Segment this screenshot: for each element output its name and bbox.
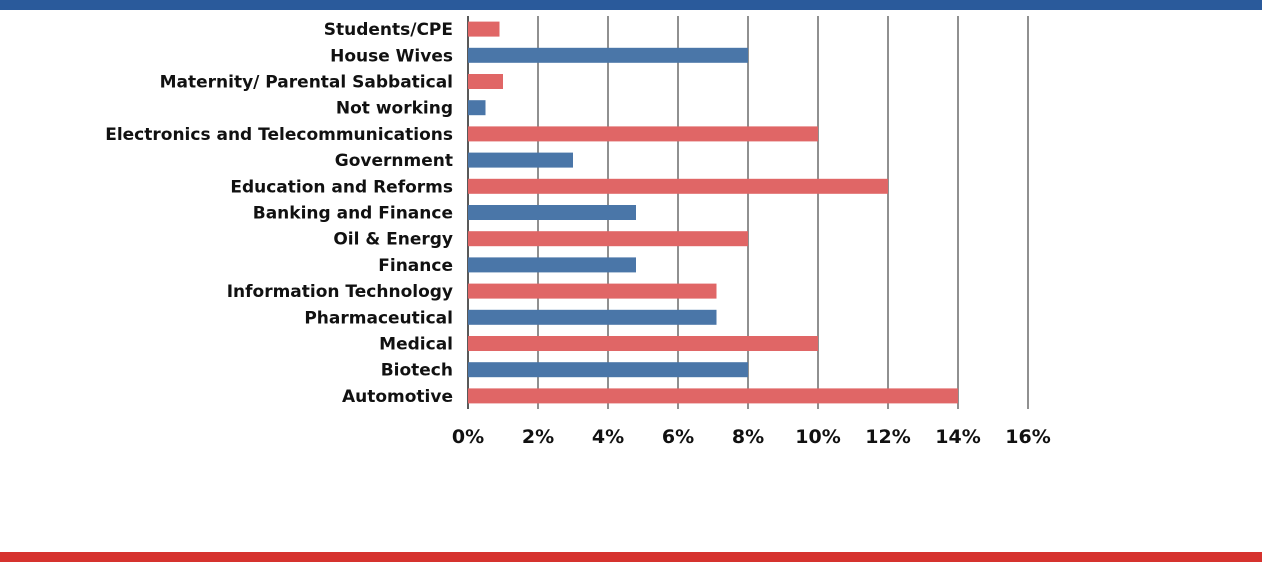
top-accent-band: [0, 0, 1262, 10]
bar-0: [468, 21, 500, 37]
bar-12: [468, 336, 818, 351]
category-label-0: Students/CPE: [324, 20, 453, 40]
x-tick-label-7: 14%: [935, 426, 980, 448]
bar-5: [468, 152, 573, 168]
bar-7: [468, 205, 636, 220]
bar-2: [468, 74, 503, 89]
bars: [468, 21, 958, 404]
category-label-1: House Wives: [330, 46, 453, 66]
category-label-9: Finance: [378, 256, 453, 276]
x-tick-label-6: 12%: [865, 426, 910, 448]
category-label-2: Maternity/ Parental Sabbatical: [160, 73, 453, 93]
x-tick-label-5: 10%: [795, 426, 840, 448]
bar-1: [468, 47, 748, 63]
bar-10: [468, 283, 717, 299]
category-label-12: Medical: [379, 335, 453, 355]
category-labels: Students/CPE House Wives Maternity/ Parent…: [105, 20, 453, 407]
category-label-13: Biotech: [381, 361, 453, 381]
category-label-14: Automotive: [342, 387, 453, 407]
bottom-accent-band: [0, 552, 1262, 562]
bar-4: [468, 126, 818, 142]
bar-14: [468, 388, 958, 404]
bar-9: [468, 257, 636, 273]
bar-6: [468, 178, 888, 194]
category-label-11: Pharmaceutical: [304, 308, 453, 328]
category-label-4: Electronics and Telecommunications: [105, 125, 453, 145]
category-label-8: Oil & Energy: [333, 230, 453, 250]
x-tick-label-1: 2%: [522, 426, 554, 448]
category-label-3: Not working: [336, 99, 453, 119]
bar-8: [468, 231, 748, 247]
bar-11: [468, 309, 717, 325]
x-axis-ticks: 0% 2% 4% 6% 8% 10% 12% 14% 16%: [452, 426, 1051, 448]
x-tick-label-2: 4%: [592, 426, 624, 448]
bar-13: [468, 362, 748, 378]
x-tick-label-0: 0%: [452, 426, 484, 448]
category-label-5: Government: [335, 151, 453, 171]
category-label-10: Information Technology: [227, 282, 453, 302]
x-tick-label-8: 16%: [1005, 426, 1050, 448]
x-tick-label-4: 8%: [732, 426, 764, 448]
category-label-7: Banking and Finance: [253, 204, 453, 224]
category-label-6: Education and Reforms: [230, 177, 453, 197]
bar-3: [468, 100, 486, 116]
x-tick-label-3: 6%: [662, 426, 694, 448]
